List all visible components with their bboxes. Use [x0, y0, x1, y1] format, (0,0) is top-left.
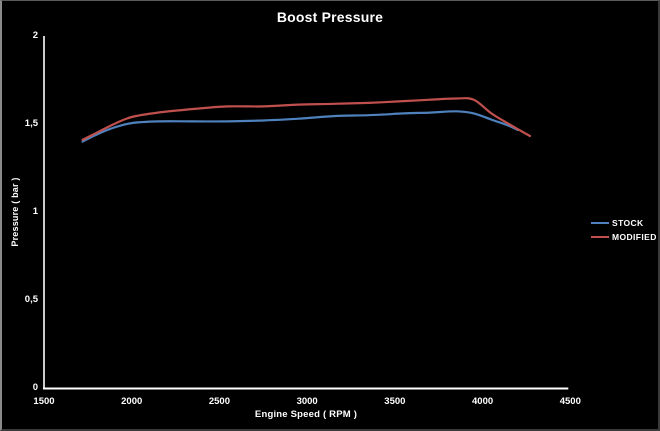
legend-item-modified: MODIFIED [591, 230, 657, 244]
x-tick-label: 1500 [33, 396, 55, 407]
x-tick-label: 3500 [384, 396, 406, 407]
legend: STOCK MODIFIED [591, 216, 657, 244]
y-tick-label: 0 [32, 382, 38, 393]
y-axis-title: Pressure ( bar ) [10, 177, 20, 247]
legend-label: MODIFIED [612, 232, 657, 242]
x-tick-label: 2500 [208, 396, 230, 407]
x-tick-label: 4500 [559, 396, 581, 407]
series-line-stock [81, 110, 519, 143]
y-tick-label: 0,5 [24, 294, 38, 305]
x-tick-label: 4000 [472, 396, 494, 407]
legend-swatch-icon [591, 222, 609, 224]
y-tick-label: 1,5 [24, 118, 38, 129]
x-tick-label: 2000 [121, 396, 143, 407]
y-tick-label: 2 [32, 30, 38, 41]
legend-item-stock: STOCK [591, 216, 657, 230]
series-line-modified [81, 97, 532, 141]
legend-label: STOCK [612, 218, 644, 228]
x-tick-label: 3000 [296, 396, 318, 407]
chart-title: Boost Pressure [276, 9, 384, 25]
legend-swatch-icon [591, 236, 609, 238]
x-axis-title: Engine Speed ( RPM ) [254, 409, 358, 420]
y-tick-label: 1 [32, 206, 38, 217]
